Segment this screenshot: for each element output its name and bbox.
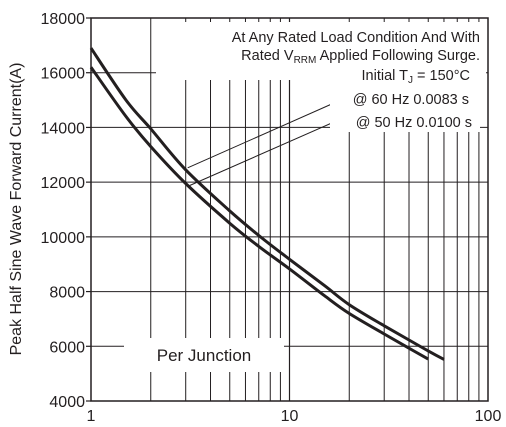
y-axis-label: Peak Half Sine Wave Forward Current(A) bbox=[8, 63, 25, 356]
x-tick-label: 10 bbox=[281, 408, 299, 425]
y-tick-label: 10000 bbox=[41, 230, 86, 247]
y-tick-label: 14000 bbox=[41, 120, 86, 137]
curve-60hz bbox=[89, 66, 429, 361]
leader-60hz bbox=[187, 102, 335, 169]
per-junction-background bbox=[124, 338, 284, 372]
curves bbox=[89, 47, 445, 361]
x-tick-label: 100 bbox=[475, 408, 502, 425]
per-junction-box: Per Junction bbox=[124, 338, 284, 372]
plot-frame bbox=[90, 17, 489, 402]
y-tick-label: 16000 bbox=[41, 66, 86, 83]
y-tick-label: 4000 bbox=[49, 394, 85, 411]
annotation-line-3: Initial TJ = 150°C bbox=[362, 68, 470, 86]
leader-50hz bbox=[189, 121, 335, 186]
annotation-line-2: Rated VRRM Applied Following Surge. bbox=[241, 48, 480, 66]
y-tick-label: 8000 bbox=[49, 285, 85, 302]
y-tick-label: 12000 bbox=[41, 175, 86, 192]
y-tick-label: 6000 bbox=[49, 339, 85, 356]
per-junction-label: Per Junction bbox=[157, 346, 252, 365]
label-background bbox=[330, 64, 480, 132]
x-tick-label: 1 bbox=[87, 408, 96, 425]
annotation-leaders bbox=[187, 102, 335, 186]
y-tick-label: 18000 bbox=[41, 11, 86, 28]
x-tick-labels: 1 10 100 bbox=[87, 408, 502, 425]
label-60hz: @ 60 Hz 0.0083 s bbox=[353, 92, 469, 108]
plot-border bbox=[90, 17, 489, 402]
y-tick-labels: 4000 6000 8000 10000 12000 14000 16000 18000 bbox=[41, 11, 91, 411]
annotation-line-1: At Any Rated Load Condition And With bbox=[232, 30, 480, 46]
label-50hz: @ 50 Hz 0.0100 s bbox=[356, 115, 472, 131]
curve-50hz bbox=[89, 47, 445, 361]
annotation-block: At Any Rated Load Condition And With Rat… bbox=[156, 22, 486, 132]
